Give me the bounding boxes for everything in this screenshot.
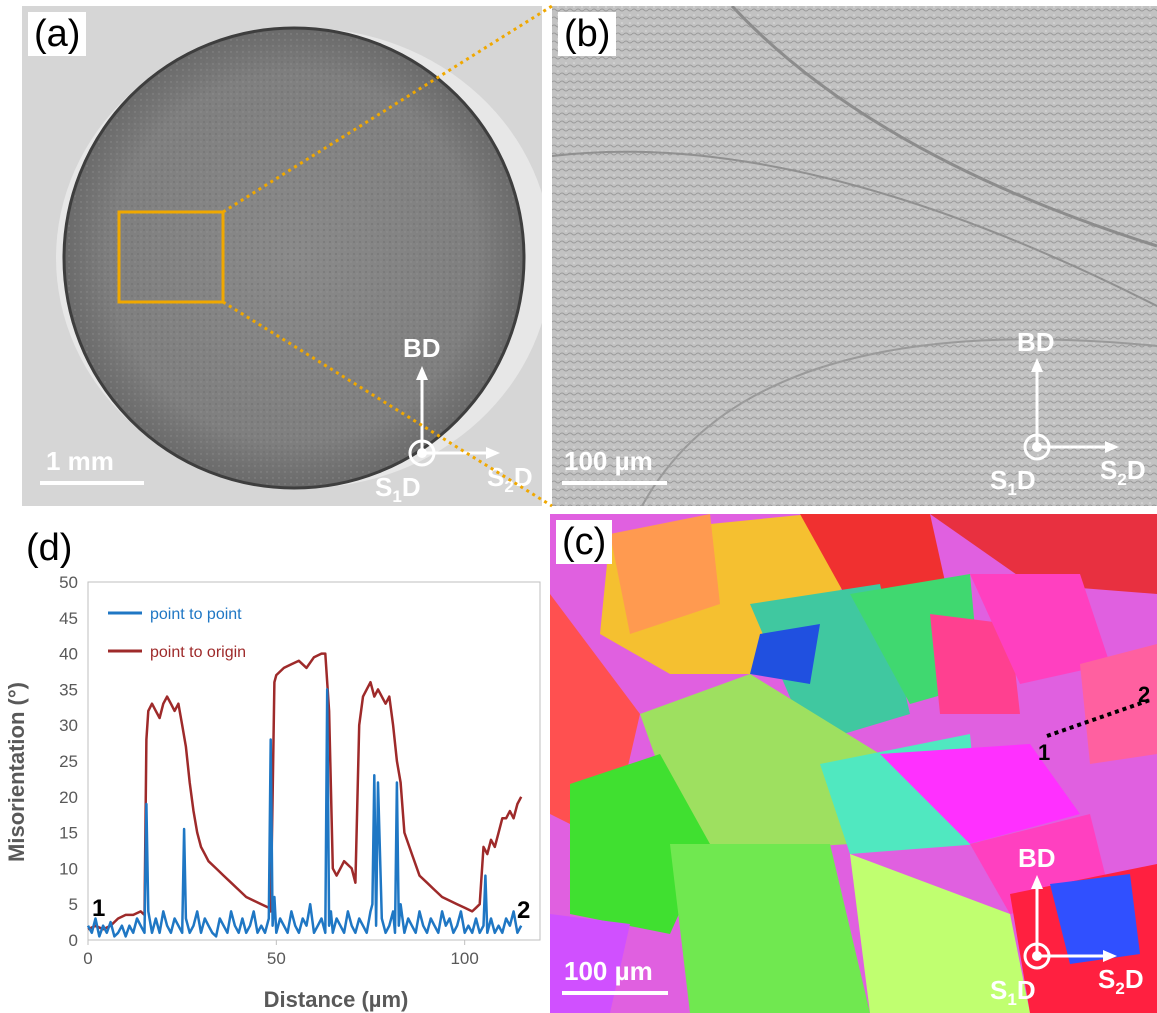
axis-s2-label: S2D <box>1098 964 1144 998</box>
axis-bd-label: BD <box>403 333 441 363</box>
legend-label: point to point <box>150 606 242 623</box>
panel-a-label: (a) <box>28 12 87 56</box>
chart-series <box>86 652 523 938</box>
axes-indicator: BD S1D S2D <box>990 327 1146 499</box>
start-marker-label: 1 <box>92 895 105 922</box>
panel-a-image: 1 mm BD S1D S2D <box>22 6 542 506</box>
series-line-point-to-origin <box>87 652 523 931</box>
panel-c-image: 1 2 100 µm BD S1D S2D <box>550 514 1157 1013</box>
axis-bd-label: BD <box>1018 843 1056 873</box>
y-tick-label: 45 <box>59 609 78 628</box>
x-tick-label: 0 <box>83 949 92 968</box>
axis-bd-label: BD <box>1017 327 1055 357</box>
y-tick-label: 30 <box>59 716 78 735</box>
panel-d-label: (d) <box>20 526 79 570</box>
scale-bar-label: 100 µm <box>564 956 653 986</box>
y-tick-label: 35 <box>59 680 78 699</box>
axes-indicator: BD S1D S2D <box>990 843 1144 1009</box>
y-tick-label: 40 <box>59 645 78 664</box>
highlight-box <box>117 210 225 304</box>
panel-c-label: (c) <box>556 520 613 564</box>
profile-end-label: 2 <box>1138 682 1150 707</box>
y-axis-label: Misorientation (°) <box>4 682 29 862</box>
axis-s1-label: S1D <box>990 975 1036 1009</box>
scale-bar <box>562 481 667 485</box>
y-tick-label: 25 <box>59 752 78 771</box>
panel-a-micrograph: 1 mm BD S1D S2D (a) <box>22 6 542 506</box>
y-tick-label: 10 <box>59 859 78 878</box>
profile-line <box>1046 698 1151 738</box>
y-tick-label: 50 <box>59 573 78 592</box>
misorientation-chart: 0 5 10 15 20 25 30 35 40 45 50 0 50 100 point to poin… <box>4 573 541 1012</box>
axis-s1-label: S1D <box>375 472 421 506</box>
panel-b-micrograph: 100 µm BD S1D S2D (b) <box>552 6 1157 506</box>
y-tick-label: 0 <box>69 931 78 950</box>
axes-indicator: BD S1D S2D <box>375 333 533 506</box>
chart-axes: 0 5 10 15 20 25 30 35 40 45 50 0 50 100 <box>59 573 541 968</box>
panel-d-chart: 0 5 10 15 20 25 30 35 40 45 50 0 50 100 point to poin… <box>0 512 548 1013</box>
panel-b-label: (b) <box>558 12 617 56</box>
profile-start-label: 1 <box>1038 740 1050 765</box>
panel-c-ebsd-map: 1 2 100 µm BD S1D S2D (c) <box>550 514 1157 1013</box>
x-tick-label: 50 <box>267 949 286 968</box>
plot-frame <box>87 581 541 941</box>
panel-b-image: 100 µm BD S1D S2D <box>552 6 1157 506</box>
series-line-point-to-point <box>86 688 523 938</box>
y-tick-label: 20 <box>59 788 78 807</box>
scale-bar-label: 100 µm <box>564 446 653 476</box>
axis-s2-label: S2D <box>1100 455 1146 489</box>
scale-bar <box>40 481 144 485</box>
x-axis-label: Distance (µm) <box>264 987 409 1012</box>
axis-s1-label: S1D <box>990 465 1036 499</box>
scale-bar-label: 1 mm <box>46 446 114 476</box>
legend-label: point to origin <box>150 644 246 661</box>
x-tick-label: 100 <box>450 949 478 968</box>
y-tick-label: 15 <box>59 824 78 843</box>
end-marker-label: 2 <box>517 897 530 924</box>
y-tick-label: 5 <box>69 895 78 914</box>
scale-bar <box>562 991 668 995</box>
chart-legend: point to point point to origin <box>108 606 246 661</box>
